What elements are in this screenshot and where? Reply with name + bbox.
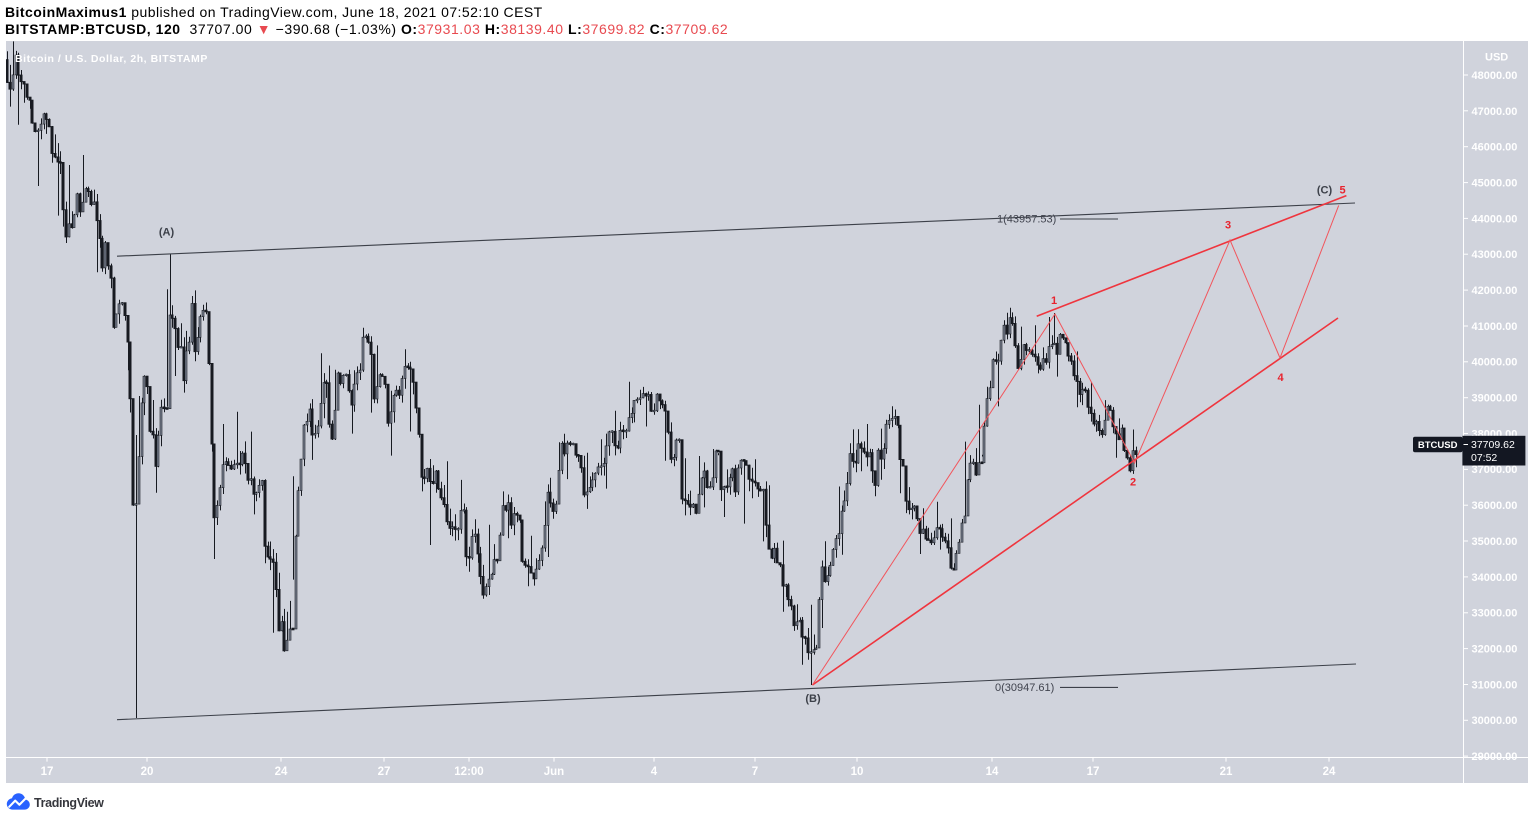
- svg-text:07:52: 07:52: [1471, 452, 1497, 464]
- svg-text:37709.62: 37709.62: [1471, 439, 1515, 451]
- svg-text:30000.00: 30000.00: [1472, 715, 1518, 727]
- svg-text:41000.00: 41000.00: [1472, 321, 1518, 333]
- svg-text:5: 5: [1339, 185, 1345, 197]
- svg-text:42000.00: 42000.00: [1472, 285, 1518, 297]
- svg-text:24: 24: [1323, 766, 1336, 778]
- svg-text:44000.00: 44000.00: [1472, 213, 1518, 225]
- svg-text:46000.00: 46000.00: [1472, 142, 1518, 154]
- svg-text:24: 24: [275, 766, 288, 778]
- svg-text:27: 27: [378, 766, 391, 778]
- svg-text:(B): (B): [805, 693, 821, 705]
- svg-text:36000.00: 36000.00: [1472, 500, 1518, 512]
- svg-text:47000.00: 47000.00: [1472, 106, 1518, 118]
- svg-text:17: 17: [41, 766, 54, 778]
- svg-text:TradingView: TradingView: [34, 796, 104, 810]
- svg-text:4: 4: [651, 766, 658, 778]
- svg-text:0(30947.61): 0(30947.61): [995, 682, 1054, 694]
- svg-text:USD: USD: [1485, 52, 1508, 64]
- svg-text:29000.00: 29000.00: [1472, 751, 1518, 763]
- svg-text:33000.00: 33000.00: [1472, 608, 1518, 620]
- svg-text:48000.00: 48000.00: [1472, 70, 1518, 82]
- svg-text:2: 2: [1130, 477, 1136, 489]
- svg-text:12:00: 12:00: [454, 766, 483, 778]
- svg-text:7: 7: [752, 766, 758, 778]
- svg-text:3: 3: [1225, 220, 1231, 232]
- svg-text:20: 20: [141, 766, 154, 778]
- svg-text:40000.00: 40000.00: [1472, 357, 1518, 369]
- svg-text:32000.00: 32000.00: [1472, 644, 1518, 656]
- svg-text:34000.00: 34000.00: [1472, 572, 1518, 584]
- svg-text:BTCUSD: BTCUSD: [1418, 440, 1458, 451]
- svg-text:37000.00: 37000.00: [1472, 464, 1518, 476]
- svg-text:Jun: Jun: [544, 766, 564, 778]
- svg-text:4: 4: [1277, 372, 1284, 384]
- svg-text:(A): (A): [159, 227, 175, 239]
- svg-text:1(43957.53): 1(43957.53): [997, 214, 1056, 226]
- svg-text:21: 21: [1220, 766, 1233, 778]
- svg-text:31000.00: 31000.00: [1472, 679, 1518, 691]
- svg-text:45000.00: 45000.00: [1472, 178, 1518, 190]
- svg-text:(C): (C): [1317, 185, 1333, 197]
- svg-text:17: 17: [1087, 766, 1100, 778]
- svg-text:1: 1: [1051, 295, 1057, 307]
- svg-text:35000.00: 35000.00: [1472, 536, 1518, 548]
- svg-text:14: 14: [986, 766, 999, 778]
- svg-text:10: 10: [851, 766, 864, 778]
- svg-text:39000.00: 39000.00: [1472, 393, 1518, 405]
- svg-text:43000.00: 43000.00: [1472, 249, 1518, 261]
- svg-text:Bitcoin / U.S. Dollar, 2h, BIT: Bitcoin / U.S. Dollar, 2h, BITSTAMP: [15, 53, 208, 65]
